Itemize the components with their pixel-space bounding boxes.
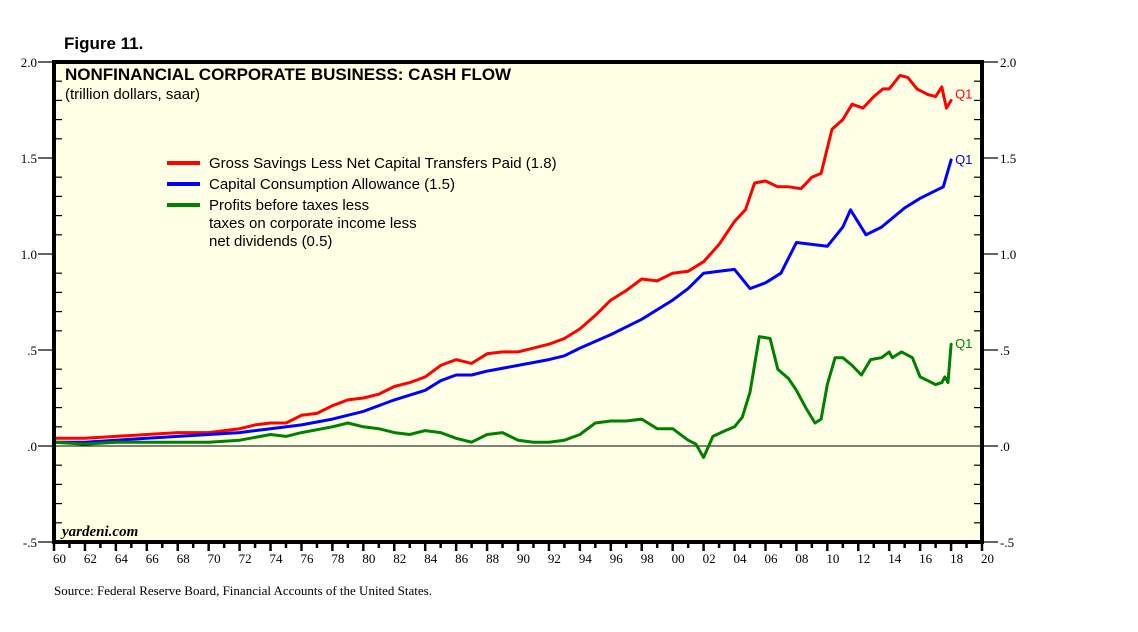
x-tick-label: 16 [919,551,933,566]
y-tick-label-left: 1.0 [21,247,37,262]
x-tick-label: 86 [455,551,469,566]
x-tick-label: 88 [486,551,499,566]
series-line-0 [52,73,953,440]
chart-title: NONFINANCIAL CORPORATE BUSINESS: CASH FL… [65,65,512,84]
series-line-2 [52,335,953,459]
x-tick-label: 60 [53,551,66,566]
x-tick-label: 72 [239,551,252,566]
x-tick-label: 74 [270,551,284,566]
x-tick-label: 12 [857,551,870,566]
plot-area [54,62,982,542]
x-tick-label: 98 [641,551,654,566]
x-tick-label: 80 [362,551,375,566]
y-tick-label-left: .0 [27,439,37,454]
x-tick-label: 64 [115,551,129,566]
watermark: yardeni.com [60,524,138,540]
x-tick-label: 62 [84,551,97,566]
legend-label-1: Capital Consumption Allowance (1.5) [209,176,455,193]
legend-label-2-line-0: Profits before taxes less [209,197,369,214]
y-tick-label-left: 2.0 [21,55,37,70]
x-tick-label: 84 [424,551,438,566]
x-tick-label: 96 [610,551,624,566]
x-axis: 60 62 64 66 68 70 72 74 76 78 80 82 84 86 88 90 92 94 96 98… [52,542,994,566]
series-end-label-1: Q1 [955,152,972,167]
x-tick-label: 82 [393,551,406,566]
series-end-label-2: Q1 [955,336,972,351]
x-tick-label: 90 [517,551,530,566]
x-tick-label: 78 [331,551,344,566]
source-note: Source: Federal Reserve Board, Financial… [54,583,432,598]
series-end-label-0: Q1 [955,86,972,101]
series-group: Q1 Q1 Q1 [52,73,972,459]
x-tick-label: 70 [208,551,221,566]
plot-frame [52,60,984,544]
legend-label-0: Gross Savings Less Net Capital Transfers… [209,155,557,172]
x-tick-label: 00 [672,551,685,566]
x-tick-label: 94 [579,551,593,566]
y-tick-label-right: 2.0 [1000,55,1016,70]
x-tick-label: 06 [764,551,778,566]
chart-subtitle: (trillion dollars, saar) [65,86,200,103]
x-tick-label: 02 [703,551,716,566]
y-tick-label-left: .5 [27,343,37,358]
x-tick-label: 14 [888,551,902,566]
legend-label-2-line-2: net dividends (0.5) [209,233,332,250]
x-tick-label: 04 [734,551,748,566]
legend: Gross Savings Less Net Capital Transfers… [167,155,557,250]
y-tick-label-left: 1.5 [21,151,37,166]
x-tick-label: 10 [826,551,839,566]
x-tick-label: 20 [981,551,994,566]
x-tick-label: 08 [795,551,808,566]
y-tick-label-right: 1.0 [1000,247,1016,262]
y-tick-label-right: .5 [1000,343,1010,358]
y-tick-label-right: 1.5 [1000,151,1016,166]
x-tick-label: 18 [950,551,963,566]
y-tick-label-right: -.5 [1000,535,1014,550]
x-tick-label: 68 [177,551,190,566]
y-tick-label-right: .0 [1000,439,1010,454]
x-tick-label: 76 [300,551,314,566]
y-tick-label-left: -.5 [23,535,37,550]
x-tick-label: 92 [548,551,561,566]
x-tick-label: 66 [146,551,160,566]
figure-label: Figure 11. [64,34,144,53]
series-line-1 [52,158,953,444]
legend-label-2-line-1: taxes on corporate income less [209,215,417,232]
